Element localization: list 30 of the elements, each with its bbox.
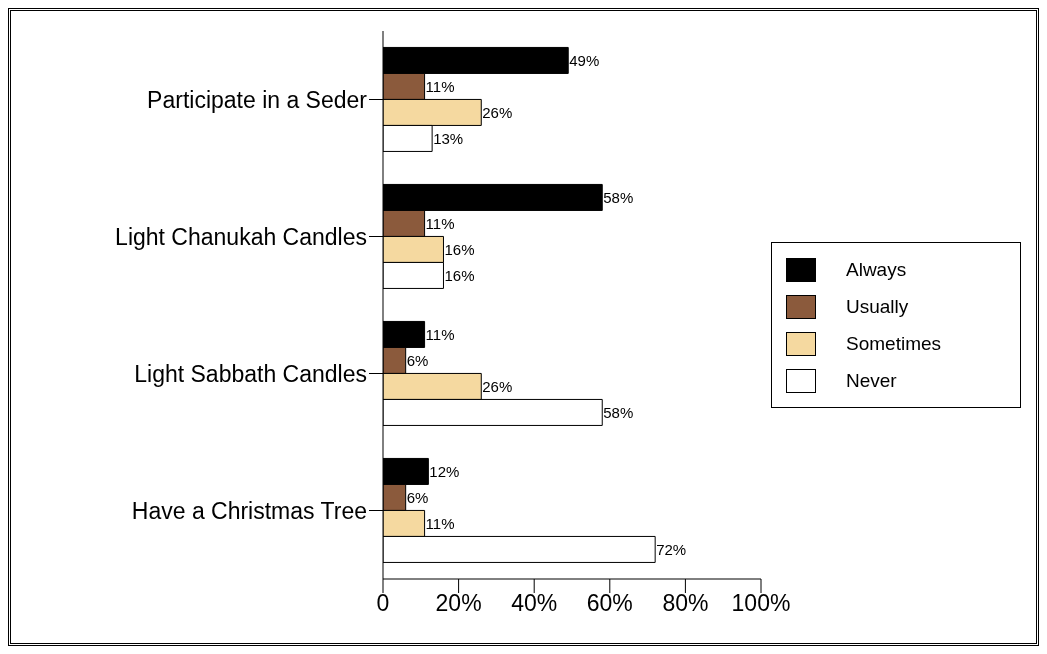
y-tick-label: Have a Christmas Tree <box>131 497 367 524</box>
data-label: 11% <box>425 77 455 95</box>
data-label: 58% <box>603 188 634 206</box>
x-tick-label: 40% <box>511 590 558 617</box>
data-label: 13% <box>433 129 464 147</box>
data-label: 58% <box>603 403 634 421</box>
legend-label: Never <box>846 369 897 392</box>
data-label: 26% <box>482 103 513 121</box>
y-tick-label: Light Sabbath Candles <box>134 360 367 387</box>
legend-label: Sometimes <box>846 332 942 355</box>
data-label: 11% <box>425 325 455 343</box>
data-label: 72% <box>656 540 687 558</box>
x-tick-label: 0 <box>376 590 390 617</box>
x-tick-label: 60% <box>586 590 633 617</box>
x-tick-label: 100% <box>731 590 791 617</box>
legend-label: Always <box>846 258 907 281</box>
x-tick-label: 80% <box>662 590 709 617</box>
y-tick-label: Participate in a Seder <box>147 86 368 113</box>
data-label: 26% <box>482 377 513 395</box>
data-label: 16% <box>444 266 475 284</box>
data-label: 11% <box>425 214 455 232</box>
data-label: 11% <box>425 514 455 532</box>
legend-label: Usually <box>846 295 909 318</box>
data-label: 49% <box>569 51 600 69</box>
x-tick-label: 20% <box>435 590 482 617</box>
data-label: 6% <box>406 488 429 506</box>
data-label: 6% <box>406 351 429 369</box>
data-label: 16% <box>444 240 475 258</box>
y-tick-label: Light Chanukah Candles <box>115 223 367 250</box>
data-label: 12% <box>429 462 460 480</box>
